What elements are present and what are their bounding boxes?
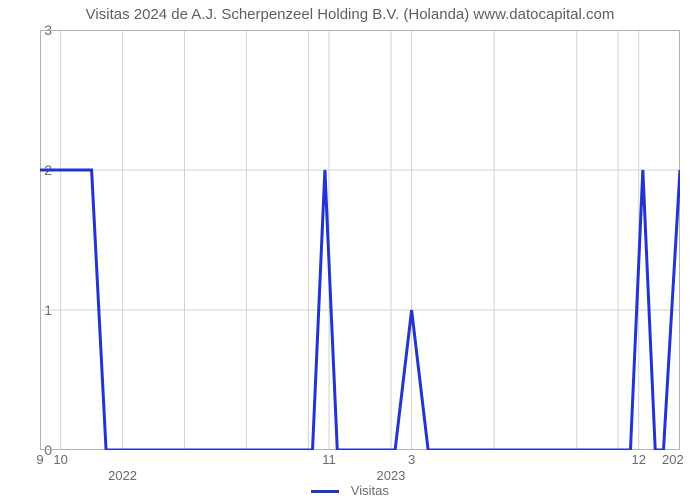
x-year-label: 2022 bbox=[108, 468, 137, 483]
visits-chart: Visitas 2024 de A.J. Scherpenzeel Holdin… bbox=[0, 0, 700, 500]
legend-swatch bbox=[311, 490, 339, 493]
x-tick-label: 12 bbox=[631, 452, 645, 467]
x-tick-label: 10 bbox=[53, 452, 67, 467]
x-tick-label: 3 bbox=[408, 452, 415, 467]
x-tick-label: 11 bbox=[322, 452, 336, 467]
x-tick-label: 9 bbox=[36, 452, 43, 467]
legend-label: Visitas bbox=[351, 483, 389, 498]
plot-area bbox=[40, 30, 680, 450]
x-tick-label: 202 bbox=[662, 452, 684, 467]
chart-svg bbox=[40, 30, 680, 450]
legend: Visitas bbox=[0, 483, 700, 498]
x-year-label: 2023 bbox=[376, 468, 405, 483]
chart-title: Visitas 2024 de A.J. Scherpenzeel Holdin… bbox=[0, 6, 700, 23]
